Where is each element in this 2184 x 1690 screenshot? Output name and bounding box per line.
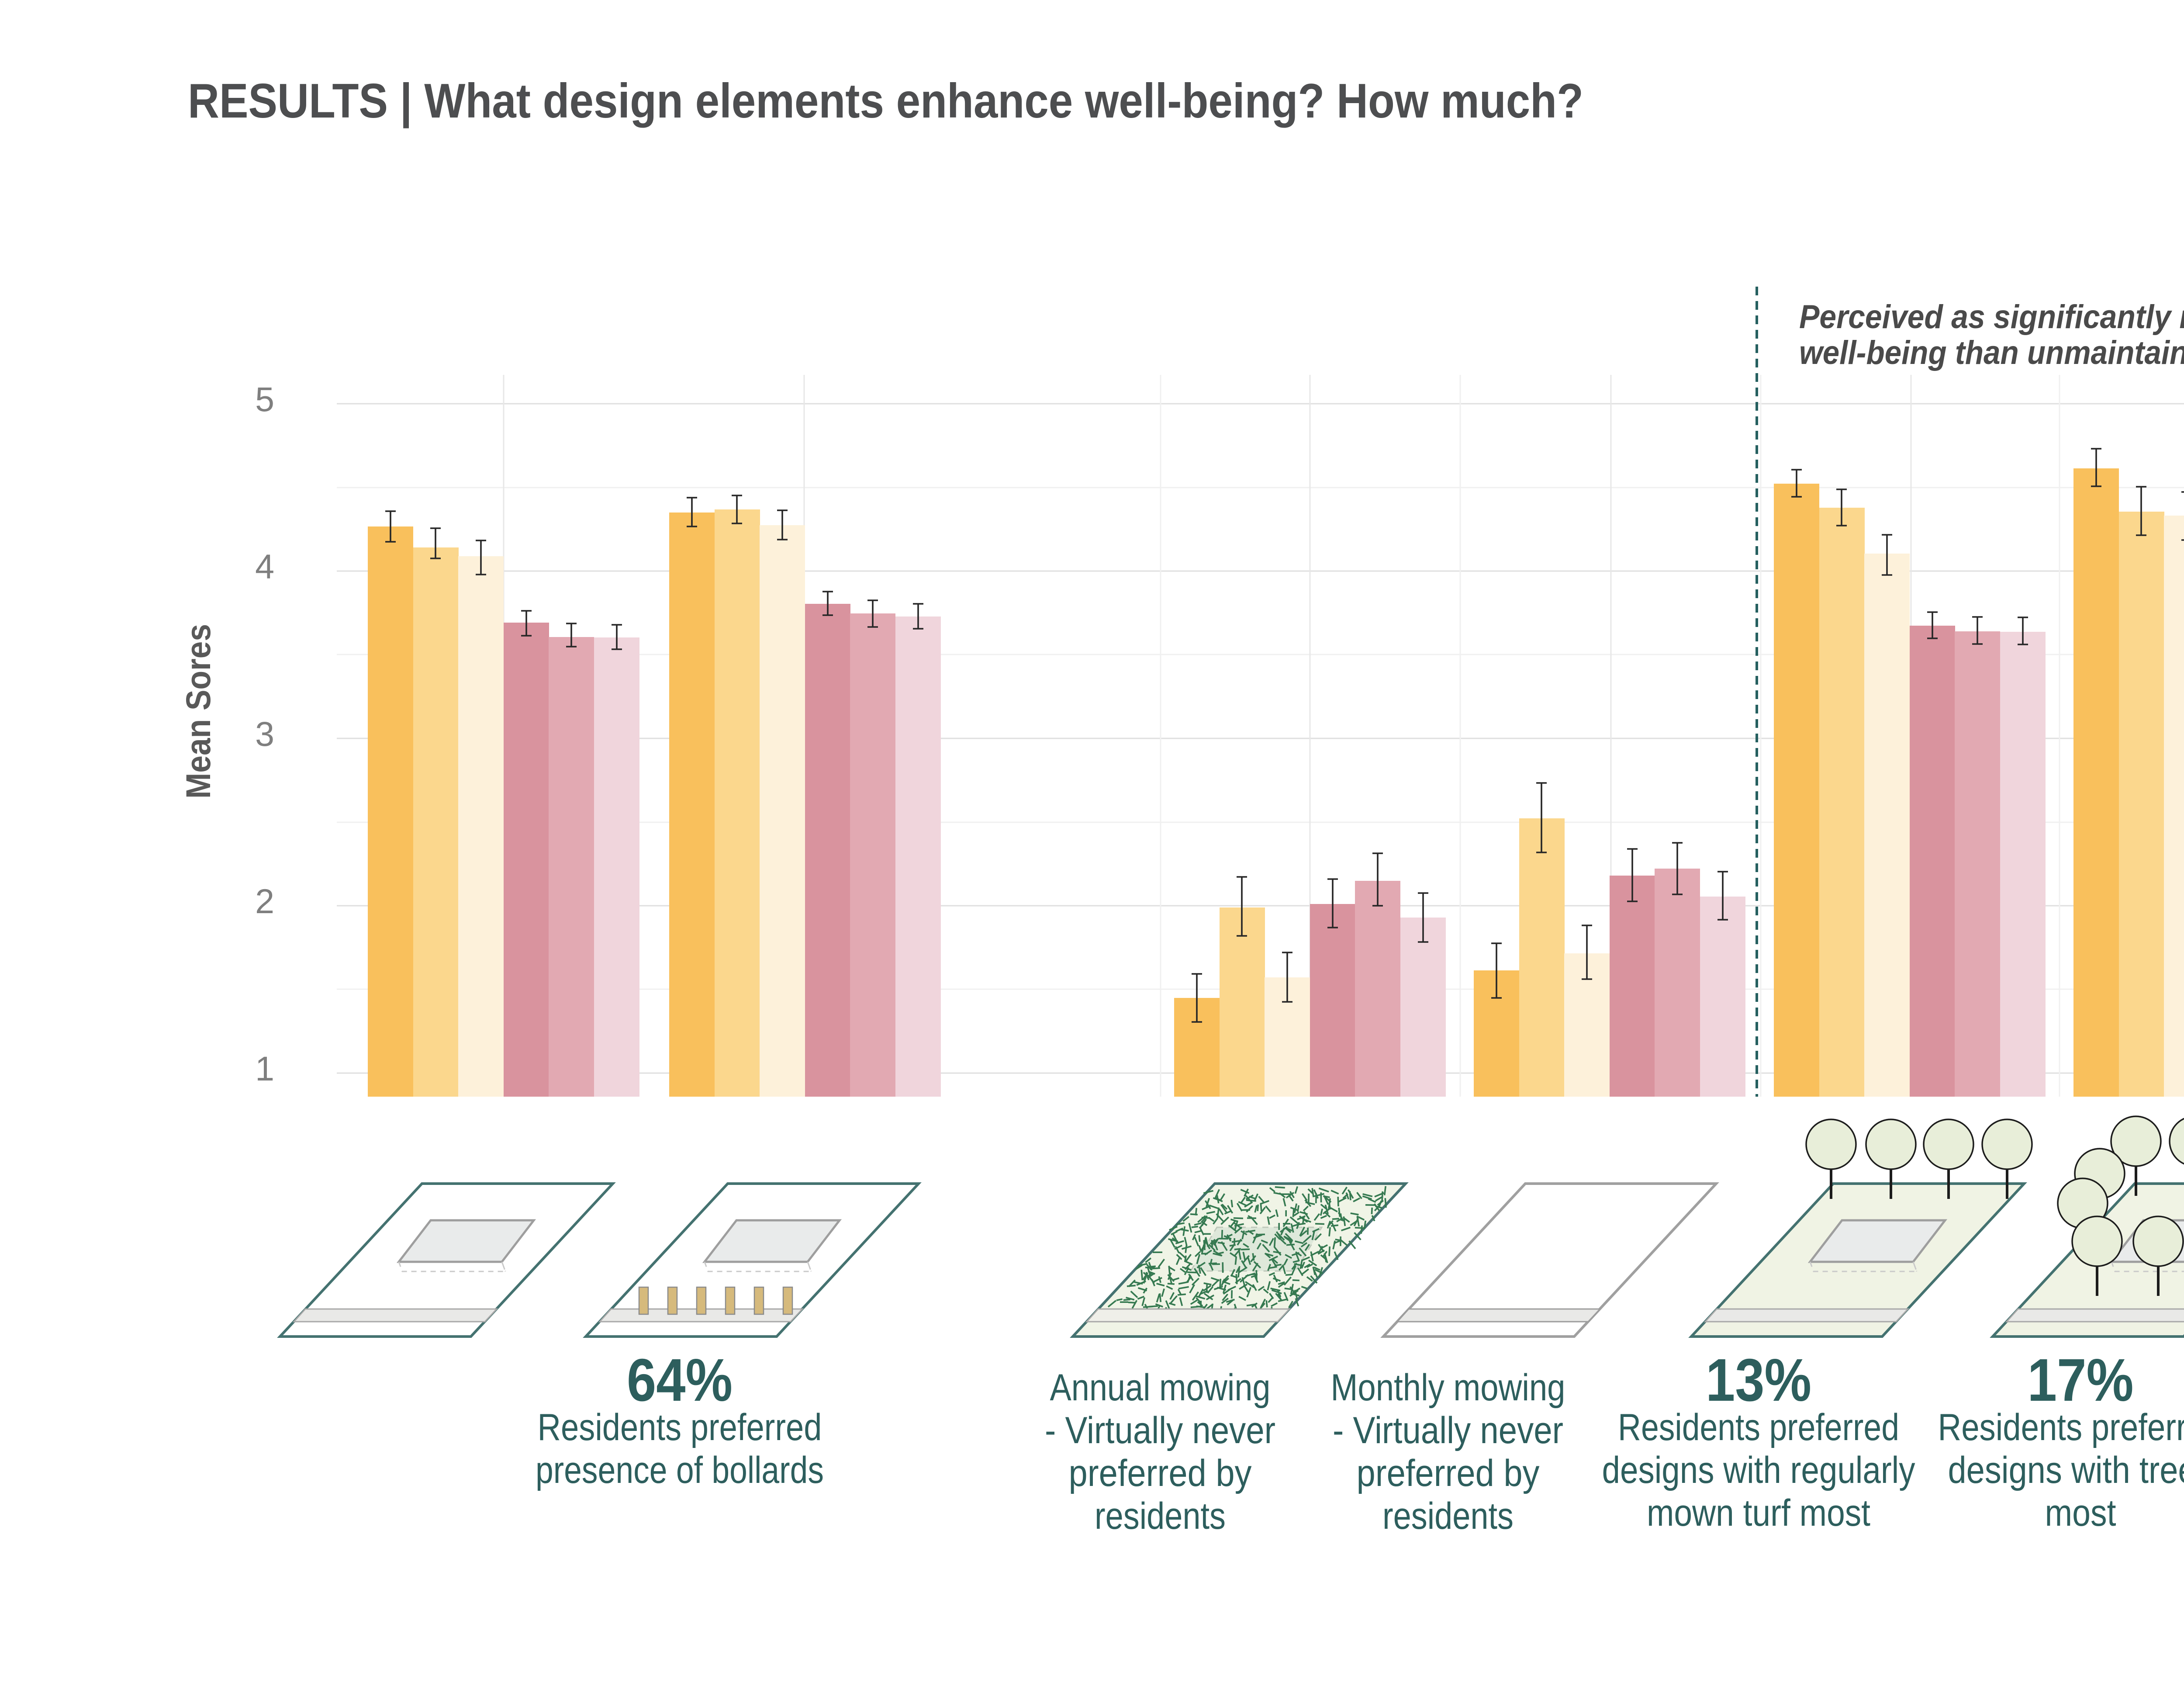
svg-text:mown turf most: mown turf most xyxy=(1647,1492,1870,1534)
svg-text:Residents preferred: Residents preferred xyxy=(538,1406,822,1448)
svg-text:RESULTS | What design elements: RESULTS | What design elements enhance w… xyxy=(188,74,1583,128)
svg-text:well-being than unmaintained v: well-being than unmaintained vacant lot … xyxy=(1799,334,2184,371)
svg-text:5: 5 xyxy=(255,380,274,419)
svg-text:17%: 17% xyxy=(2028,1347,2134,1414)
svg-text:Monthly mowing: Monthly mowing xyxy=(1331,1367,1565,1409)
svg-text:Residents preferred: Residents preferred xyxy=(1618,1406,1899,1448)
svg-text:- Virtually never: - Virtually never xyxy=(1333,1409,1563,1451)
svg-text:preferred by: preferred by xyxy=(1069,1452,1252,1494)
svg-text:Mean Sores: Mean Sores xyxy=(179,624,218,799)
svg-text:1: 1 xyxy=(255,1049,274,1088)
svg-text:designs with regularly: designs with regularly xyxy=(1602,1449,1915,1491)
svg-text:Perceived as significantly mor: Perceived as significantly more attracti… xyxy=(1799,298,2184,336)
svg-text:designs with trees: designs with trees xyxy=(1948,1449,2184,1491)
svg-text:13%: 13% xyxy=(1706,1347,1811,1414)
svg-text:residents: residents xyxy=(1382,1495,1514,1537)
svg-text:4: 4 xyxy=(255,547,274,586)
svg-text:- Virtually never: - Virtually never xyxy=(1045,1409,1275,1451)
svg-text:64%: 64% xyxy=(627,1347,733,1414)
svg-text:residents: residents xyxy=(1095,1495,1226,1537)
svg-text:Residents preferred: Residents preferred xyxy=(1938,1406,2184,1448)
svg-text:preferred by: preferred by xyxy=(1357,1452,1540,1494)
svg-text:presence of bollards: presence of bollards xyxy=(536,1449,824,1491)
svg-text:3: 3 xyxy=(255,714,274,753)
svg-text:2: 2 xyxy=(255,882,274,921)
svg-text:most: most xyxy=(2045,1492,2116,1534)
svg-text:Annual mowing: Annual mowing xyxy=(1050,1367,1271,1409)
